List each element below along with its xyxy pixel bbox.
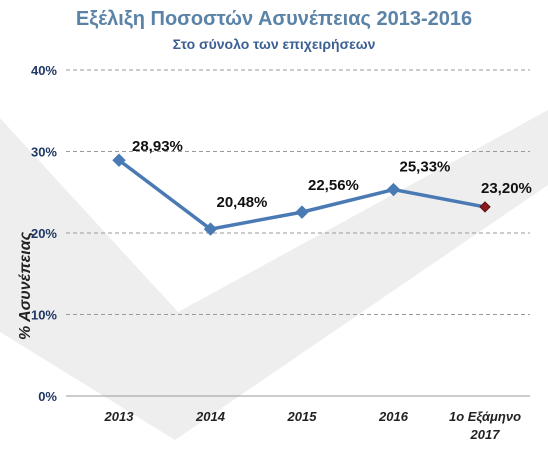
y-axis-label: % Ασυνέπειας: [17, 231, 34, 340]
data-label: 25,33%: [400, 159, 451, 176]
x-tick-label: 2014: [195, 409, 226, 424]
x-tick-label: 1ο Εξάμηνο 2017: [449, 409, 521, 442]
x-tick-label: 2013: [104, 409, 135, 424]
data-point-marker: [112, 153, 126, 167]
background-watermark-shape: [0, 110, 548, 440]
y-tick-label: 10%: [31, 308, 57, 323]
data-label: 20,48%: [217, 194, 268, 211]
chart-subtitle: Στο σύνολο των επιχειρήσεων: [172, 36, 376, 52]
y-tick-label: 40%: [31, 63, 57, 78]
y-tick-label: 0%: [38, 389, 57, 404]
data-point-marker: [295, 205, 309, 219]
data-label: 28,93%: [132, 138, 183, 155]
y-tick-label: 30%: [31, 145, 57, 160]
data-point-marker: [386, 182, 401, 197]
x-tick-label: 2015: [287, 409, 318, 424]
chart-title: Εξέλιξη Ποσοστών Ασυνέπειας 2013-2016: [75, 8, 473, 30]
data-label: 22,56%: [308, 177, 359, 194]
data-point-marker: [203, 222, 218, 236]
data-point-marker: [479, 201, 491, 213]
x-tick-label: 2016: [378, 409, 409, 424]
data-label: 23,20%: [481, 180, 532, 197]
y-tick-label: 20%: [31, 226, 57, 241]
